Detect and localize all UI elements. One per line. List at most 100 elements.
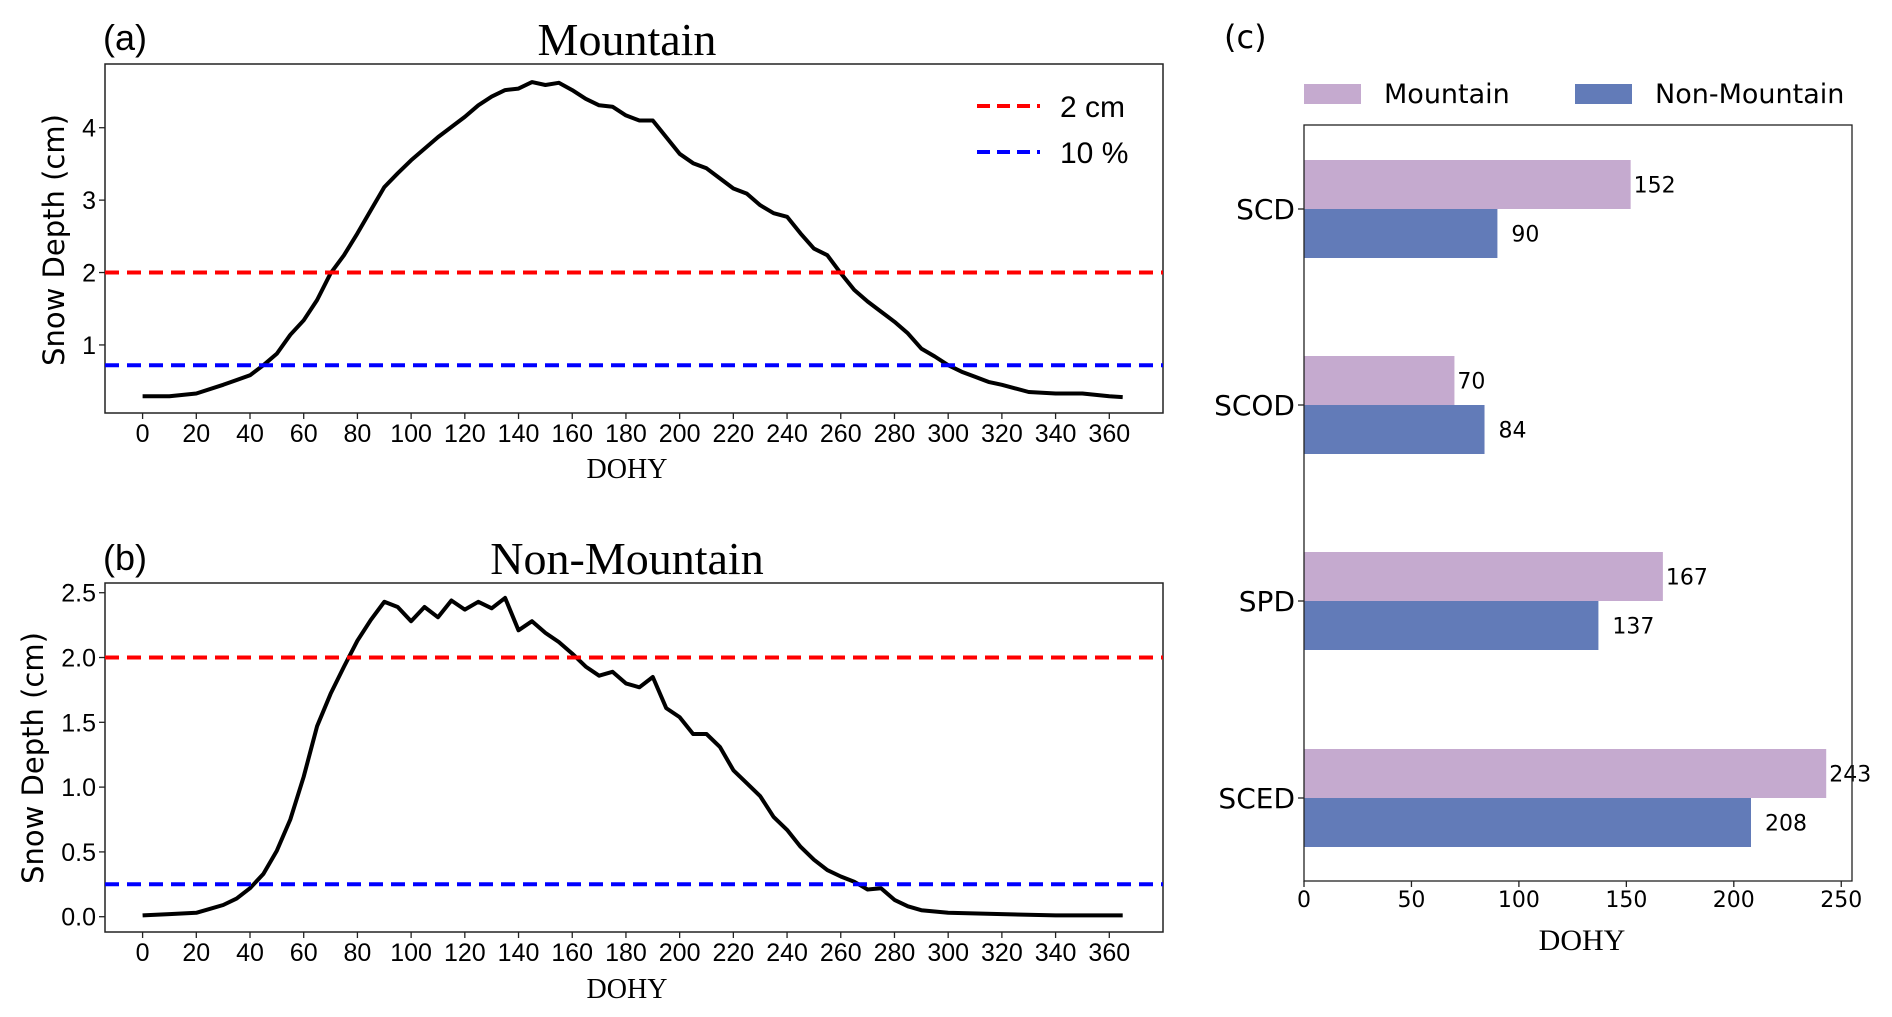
x-tick-label: 50 [1397, 888, 1425, 913]
plot-frame [104, 63, 1164, 414]
panel-a-title: Mountain [538, 14, 717, 65]
panel-c-xlabel: DOHY [1539, 924, 1626, 957]
panel-b: (b) Non-Mountain DOHY Snow Depth (cm) 0 2… [16, 533, 1164, 1005]
x-tick-label: 120 [444, 420, 486, 448]
panel-c-legend: Mountain Non-Mountain [1304, 79, 1844, 110]
bar-value-label: 243 [1829, 763, 1871, 788]
panel-c: (c) DOHY Mountain Non-Mountain SCD 152 90 S… [1214, 18, 1871, 957]
x-tick-label: 300 [927, 420, 969, 448]
legend-non-mountain-label: Non-Mountain [1655, 79, 1844, 110]
y-tick-label: 2.0 [61, 645, 96, 673]
panel-b-ylabel: Snow Depth (cm) [16, 632, 50, 884]
category-label-spd: SPD [1239, 585, 1295, 618]
y-tick-label: 2.5 [61, 580, 96, 608]
x-tick-label: 140 [498, 420, 540, 448]
bar-mountain-spd [1304, 552, 1663, 601]
x-tick-label: 320 [981, 939, 1023, 967]
x-tick-label: 20 [182, 420, 210, 448]
panel-b-title: Non-Mountain [490, 533, 763, 584]
y-tick-label: 1.5 [61, 709, 96, 737]
legend-10pct-label: 10 % [1060, 137, 1128, 170]
x-tick-label: 250 [1820, 888, 1862, 913]
panel-c-label: (c) [1224, 18, 1267, 56]
category-label-scd: SCD [1236, 193, 1295, 226]
snow-depth-line [142, 80, 1123, 400]
x-tick-label: 100 [1498, 888, 1540, 913]
x-tick-label: 200 [659, 939, 701, 967]
x-tick-label: 360 [1088, 420, 1130, 448]
x-tick-label: 150 [1605, 888, 1647, 913]
x-tick-label: 300 [927, 939, 969, 967]
x-tick-label: 160 [551, 939, 593, 967]
x-tick-label: 200 [1713, 888, 1755, 913]
x-tick-label: 260 [820, 939, 862, 967]
bar-value-label: 137 [1612, 615, 1654, 640]
snow-depth-line [142, 595, 1123, 918]
plot-frame [104, 582, 1164, 933]
x-tick-label: 120 [444, 939, 486, 967]
x-tick-label: 0 [136, 939, 150, 967]
legend-mountain-label: Mountain [1384, 79, 1510, 110]
bar-value-label: 208 [1765, 812, 1807, 837]
bar-mountain-sced [1304, 749, 1827, 798]
bar-value-label: 167 [1666, 566, 1708, 591]
x-tick-label: 140 [498, 939, 540, 967]
x-tick-label: 40 [236, 939, 264, 967]
legend-non-mountain-swatch [1575, 84, 1632, 104]
x-tick-label: 280 [874, 420, 916, 448]
x-tick-label: 100 [390, 420, 432, 448]
x-tick-label: 60 [290, 420, 318, 448]
y-tick-label: 0.5 [61, 839, 96, 867]
y-tick-label: 0.0 [61, 904, 96, 932]
x-tick-label: 200 [659, 420, 701, 448]
x-tick-label: 60 [290, 939, 318, 967]
x-tick-label: 80 [344, 939, 372, 967]
y-tick-label: 1.0 [61, 774, 96, 802]
y-tick-label: 2 [82, 260, 96, 288]
bar-value-label: 90 [1511, 223, 1539, 248]
panel-a: (a) Mountain DOHY Snow Depth (cm) 2 cm 1… [37, 14, 1164, 485]
x-tick-label: 220 [712, 420, 754, 448]
legend-2cm-label: 2 cm [1060, 91, 1125, 124]
x-tick-label: 0 [136, 420, 150, 448]
panel-a-legend: 2 cm 10 % [977, 91, 1128, 170]
bar-non-mountain-spd [1304, 601, 1599, 650]
x-tick-label: 160 [551, 420, 593, 448]
y-tick-label: 4 [82, 115, 96, 143]
x-tick-label: 340 [1035, 420, 1077, 448]
x-tick-label: 220 [712, 939, 754, 967]
x-tick-label: 40 [236, 420, 264, 448]
x-tick-label: 180 [605, 939, 647, 967]
x-tick-label: 0 [1297, 888, 1311, 913]
panel-a-ylabel: Snow Depth (cm) [37, 114, 71, 366]
bar-value-label: 152 [1634, 174, 1676, 199]
y-tick-label: 1 [82, 332, 96, 360]
bar-mountain-scod [1304, 356, 1455, 405]
x-tick-label: 260 [820, 420, 862, 448]
x-tick-label: 320 [981, 420, 1023, 448]
legend-mountain-swatch [1304, 84, 1361, 104]
x-tick-label: 80 [344, 420, 372, 448]
category-label-sced: SCED [1218, 782, 1295, 815]
y-tick-label: 3 [82, 187, 96, 215]
x-tick-label: 20 [182, 939, 210, 967]
x-tick-label: 360 [1088, 939, 1130, 967]
x-tick-label: 240 [766, 420, 808, 448]
panel-a-xlabel: DOHY [587, 454, 668, 485]
bar-value-label: 84 [1499, 419, 1527, 444]
plot-frame [1303, 124, 1853, 882]
x-tick-label: 280 [874, 939, 916, 967]
bar-non-mountain-sced [1304, 798, 1751, 847]
bar-mountain-scd [1304, 160, 1631, 209]
category-label-scod: SCOD [1214, 389, 1295, 422]
x-tick-label: 100 [390, 939, 432, 967]
x-tick-label: 180 [605, 420, 647, 448]
bar-non-mountain-scod [1304, 405, 1485, 454]
bar-non-mountain-scd [1304, 209, 1498, 258]
x-tick-label: 340 [1035, 939, 1077, 967]
panel-b-label: (b) [103, 537, 147, 578]
bar-value-label: 70 [1457, 370, 1485, 395]
x-tick-label: 240 [766, 939, 808, 967]
panel-b-xlabel: DOHY [587, 974, 668, 1005]
